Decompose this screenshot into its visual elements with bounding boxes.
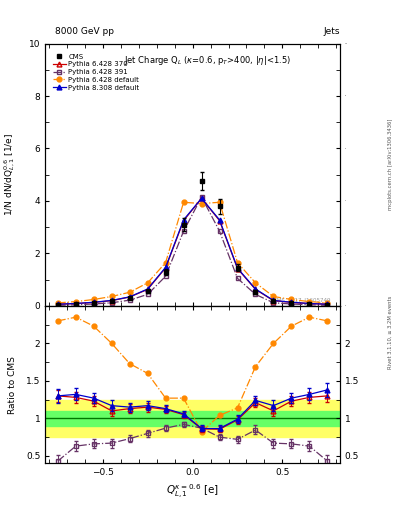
Text: Rivet 3.1.10, ≥ 3.2M events: Rivet 3.1.10, ≥ 3.2M events [388,296,393,370]
Text: 8000 GeV pp: 8000 GeV pp [55,27,114,36]
Text: mcplots.cern.ch [arXiv:1306.3436]: mcplots.cern.ch [arXiv:1306.3436] [388,118,393,209]
Legend: CMS, Pythia 6.428 370, Pythia 6.428 391, Pythia 6.428 default, Pythia 8.308 defa: CMS, Pythia 6.428 370, Pythia 6.428 391,… [51,52,141,92]
Bar [45,400,340,437]
Text: CMS_2017_I1605749: CMS_2017_I1605749 [274,297,331,303]
Text: Jets: Jets [323,27,340,36]
Bar [45,411,340,426]
X-axis label: $Q_{L,1}^{\kappa=0.6}$ [e]: $Q_{L,1}^{\kappa=0.6}$ [e] [166,483,219,501]
Y-axis label: Ratio to CMS: Ratio to CMS [8,356,17,414]
Text: Jet Charge Q$_L$ ($\kappa$=0.6, p$_T$>400, |$\eta$|<1.5): Jet Charge Q$_L$ ($\kappa$=0.6, p$_T$>40… [124,54,291,67]
Y-axis label: 1/N dN/dQ$_{L,1}^{0.6}$ [1/e]: 1/N dN/dQ$_{L,1}^{0.6}$ [1/e] [2,133,17,216]
